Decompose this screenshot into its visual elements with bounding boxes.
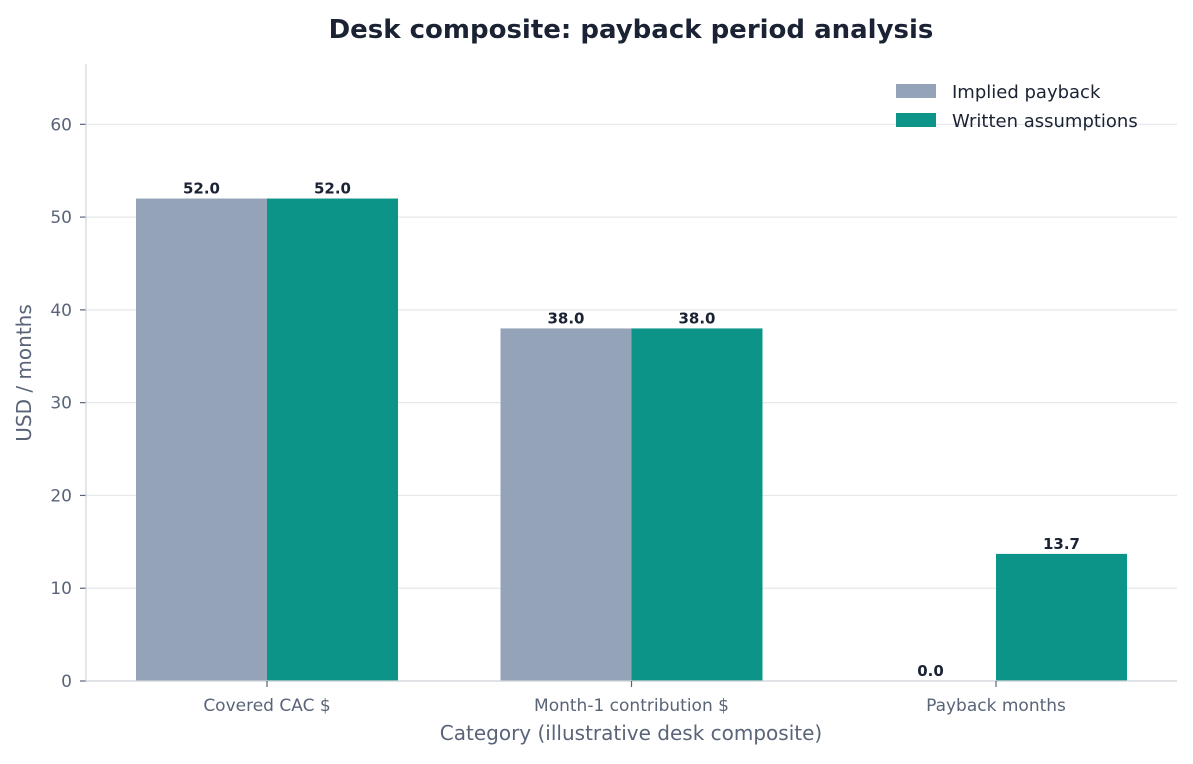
legend-label: Written assumptions bbox=[952, 111, 1138, 132]
bar bbox=[996, 553, 1127, 681]
y-tick-label: 60 bbox=[50, 115, 72, 135]
bar-value-label: 13.7 bbox=[1043, 535, 1080, 553]
bar-value-label: 52.0 bbox=[183, 180, 220, 198]
y-tick-label: 0 bbox=[61, 672, 72, 692]
bar bbox=[500, 328, 632, 681]
x-axis-label: Category (illustrative desk composite) bbox=[440, 721, 822, 745]
axes: 0 10 20 30 40 50 60 Covered CAC $ Month-1 contri… bbox=[50, 64, 1177, 716]
x-tick-label: Payback months bbox=[926, 696, 1066, 716]
x-tick-label: Month-1 contribution $ bbox=[534, 696, 729, 716]
bar-value-label: 38.0 bbox=[678, 309, 715, 327]
bar-value-labels: 52.0 52.0 38.0 38.0 0.0 13.7 bbox=[183, 180, 1080, 680]
y-tick-label: 50 bbox=[50, 208, 72, 228]
bars bbox=[136, 198, 1127, 682]
x-tick-label: Covered CAC $ bbox=[203, 696, 330, 716]
y-tick-label: 20 bbox=[50, 486, 72, 506]
bar-value-label: 52.0 bbox=[314, 180, 351, 198]
bar-value-label: 0.0 bbox=[917, 662, 944, 680]
y-tick-label: 30 bbox=[50, 394, 72, 414]
y-tick-label: 10 bbox=[50, 579, 72, 599]
legend-swatch bbox=[896, 84, 936, 98]
legend-swatch bbox=[896, 113, 936, 127]
y-axis-label: USD / months bbox=[12, 304, 36, 442]
legend: Implied payback Written assumptions bbox=[896, 82, 1138, 132]
bar bbox=[631, 328, 763, 681]
bar bbox=[136, 198, 267, 682]
chart-title: Desk composite: payback period analysis bbox=[329, 15, 934, 45]
y-tick-label: 40 bbox=[50, 301, 72, 321]
legend-label: Implied payback bbox=[952, 82, 1101, 103]
bar bbox=[267, 198, 398, 682]
bar-value-label: 38.0 bbox=[547, 309, 584, 327]
